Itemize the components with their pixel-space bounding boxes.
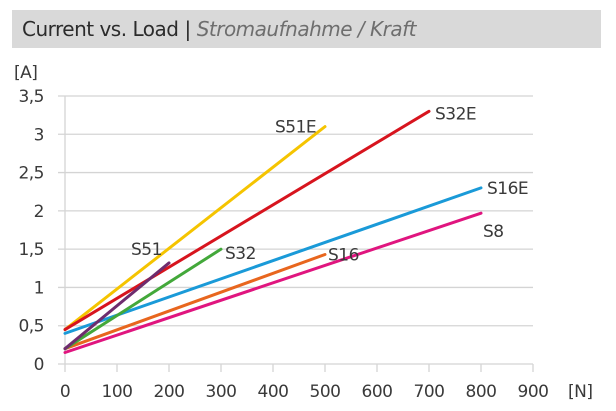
- series-label-s51: S51: [131, 240, 162, 260]
- y-tick-label: 1: [34, 278, 44, 298]
- series-line-s16e: [63, 186, 483, 335]
- y-tick-label: 1,5: [18, 240, 44, 260]
- x-tick-label: 900: [518, 382, 549, 402]
- series-line-s32e: [63, 109, 431, 332]
- x-tick-label: 300: [206, 382, 237, 402]
- series-label-s32: S32: [225, 244, 256, 264]
- tick-labels: 0 0,5 1 1,5 2 2,5 3 3,5 0 100 200 300 400 500 600 700 80…: [18, 87, 549, 402]
- series-label-s8: S8: [483, 222, 504, 242]
- x-tick-label: 500: [310, 382, 341, 402]
- series-label-s16: S16: [328, 246, 359, 266]
- y-tick-label: 0: [34, 355, 44, 375]
- x-tick-label: 700: [414, 382, 445, 402]
- series-line-s32: [63, 247, 223, 351]
- title-separator: |: [184, 17, 191, 41]
- title-sub: Stromaufnahme / Kraft: [196, 17, 417, 41]
- series-label-s16e: S16E: [487, 179, 528, 199]
- title-main: Current vs. Load: [22, 17, 179, 41]
- x-tick-label: 600: [362, 382, 393, 402]
- series-line-s8: [63, 211, 483, 355]
- series-line-s16: [63, 253, 327, 351]
- series-line-s51: [63, 261, 171, 351]
- series-line-s51e: [63, 125, 327, 332]
- y-tick-label: 3,5: [18, 87, 44, 107]
- x-tick-label: 800: [466, 382, 497, 402]
- y-tick-label: 0,5: [18, 317, 44, 337]
- series-label-s51e: S51E: [275, 118, 316, 138]
- x-tick-label: 0: [60, 382, 70, 402]
- y-tick-label: 3: [34, 125, 44, 145]
- y-tick-label: 2,5: [18, 164, 44, 184]
- x-tick-label: 400: [258, 382, 289, 402]
- chart-title-bar: Current vs. Load | Stromaufnahme / Kraft: [12, 10, 601, 48]
- series-labels: S51E S32E S16E S8 S16 S32 S51: [131, 104, 529, 266]
- series-label-s32e: S32E: [435, 104, 476, 124]
- y-axis-label: [A]: [14, 63, 37, 83]
- grid: [58, 95, 534, 372]
- x-axis-label: [N]: [568, 382, 592, 402]
- chart-title: Current vs. Load | Stromaufnahme / Kraft: [22, 17, 416, 41]
- y-tick-label: 2: [34, 202, 44, 222]
- series-lines: [63, 109, 483, 355]
- x-tick-label: 100: [102, 382, 133, 402]
- x-tick-label: 200: [154, 382, 185, 402]
